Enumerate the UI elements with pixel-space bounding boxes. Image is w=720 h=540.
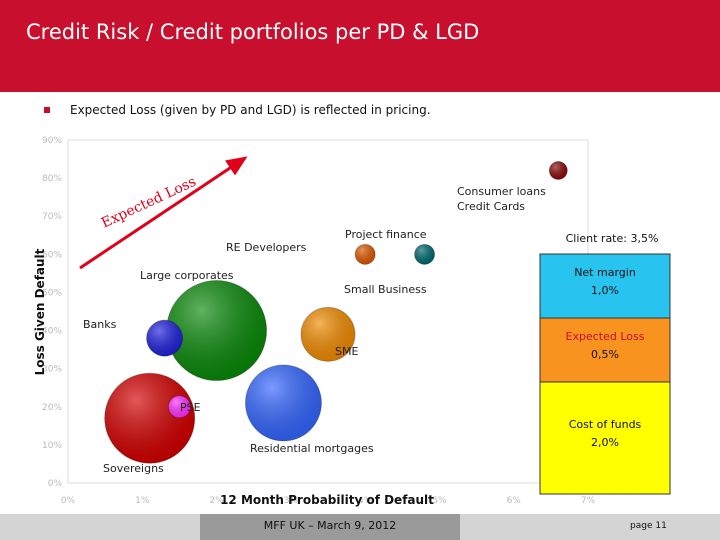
pricing-segment-value: 0,5% — [591, 348, 619, 361]
y-tick-label: 60% — [42, 250, 62, 260]
bubble-label: Project finance — [345, 228, 427, 241]
bubble-label: RE Developers — [226, 241, 307, 254]
bubble-highlight — [245, 364, 322, 441]
x-tick-label: 2% — [209, 496, 224, 506]
bubble-highlight — [146, 320, 183, 357]
pricing-segment — [539, 381, 671, 495]
bubble-label: PSE — [180, 401, 201, 414]
bubble-label: Large corporates — [140, 269, 234, 282]
bubble-label: Consumer loans Credit Cards — [457, 185, 546, 213]
pricing-segment-value: 2,0% — [591, 436, 619, 449]
pricing-segment-label: Net margin — [574, 266, 636, 279]
y-tick-label: 0% — [48, 479, 63, 489]
x-tick-label: 5% — [432, 496, 447, 506]
x-tick-label: 1% — [135, 496, 150, 506]
bubble-label: SME — [335, 345, 358, 358]
x-tick-label: 0% — [61, 496, 76, 506]
label-layer: Sovereigns PSE Banks Large corporates Reside… — [83, 185, 546, 475]
y-tick-label: 70% — [42, 212, 62, 222]
bubble-label: Residential mortgages — [250, 442, 374, 455]
y-tick-label: 50% — [42, 288, 62, 298]
footer-center-band — [200, 514, 460, 540]
title-bar: Credit Risk / Credit portfolios per PD &… — [0, 0, 720, 92]
x-tick-label: 6% — [507, 496, 522, 506]
pricing-segment-label: Expected Loss — [566, 330, 645, 343]
x-axis-title: 12 Month Probability of Default — [220, 493, 434, 507]
footer-text: MFF UK – March 9, 2012 — [263, 519, 397, 532]
client-rate-label: Client rate: 3,5% — [566, 232, 659, 245]
bubble-label: Sovereigns — [103, 462, 164, 475]
trend-arrow — [79, 156, 248, 270]
y-tick-label: 40% — [42, 327, 62, 337]
bubble-highlight — [414, 244, 435, 265]
pricing-segment — [539, 253, 671, 319]
pricing-segment-value: 1,0% — [591, 284, 619, 297]
x-tick-label: 7% — [581, 496, 596, 506]
pricing-segment-label: Cost of funds — [569, 418, 642, 431]
bubble-highlight — [166, 280, 267, 381]
trend-layer: Expected Loss — [79, 156, 248, 270]
y-tick-label: 80% — [42, 174, 62, 184]
bullet-square-icon — [44, 107, 50, 113]
bubble-highlight — [355, 244, 376, 265]
y-tick-label: 10% — [42, 441, 62, 451]
bubble-label: Small Business — [344, 283, 427, 296]
y-tick-label: 30% — [42, 365, 62, 375]
y-axis-title: Loss Given Default — [33, 248, 47, 375]
bubble-highlight — [104, 373, 195, 464]
y-tick-label: 20% — [42, 403, 62, 413]
bubble-layer — [104, 160, 568, 464]
x-tick-label: 4% — [358, 496, 373, 506]
bubble-highlight — [301, 307, 355, 362]
bullet-text: Expected Loss (given by PD and LGD) is r… — [70, 103, 431, 117]
bubble-highlight — [549, 161, 568, 180]
x-tick-label: 3% — [284, 496, 299, 506]
bubble-label: Banks — [83, 318, 117, 331]
y-tick-label: 90% — [42, 136, 62, 146]
bubble-highlight — [168, 395, 191, 418]
page-title: Credit Risk / Credit portfolios per PD &… — [26, 20, 480, 44]
pricing-stack: Client rate: 3,5% Net margin 1,0% Expected … — [539, 232, 671, 495]
page-number: page 11 — [630, 521, 667, 531]
pricing-segment — [539, 317, 671, 383]
